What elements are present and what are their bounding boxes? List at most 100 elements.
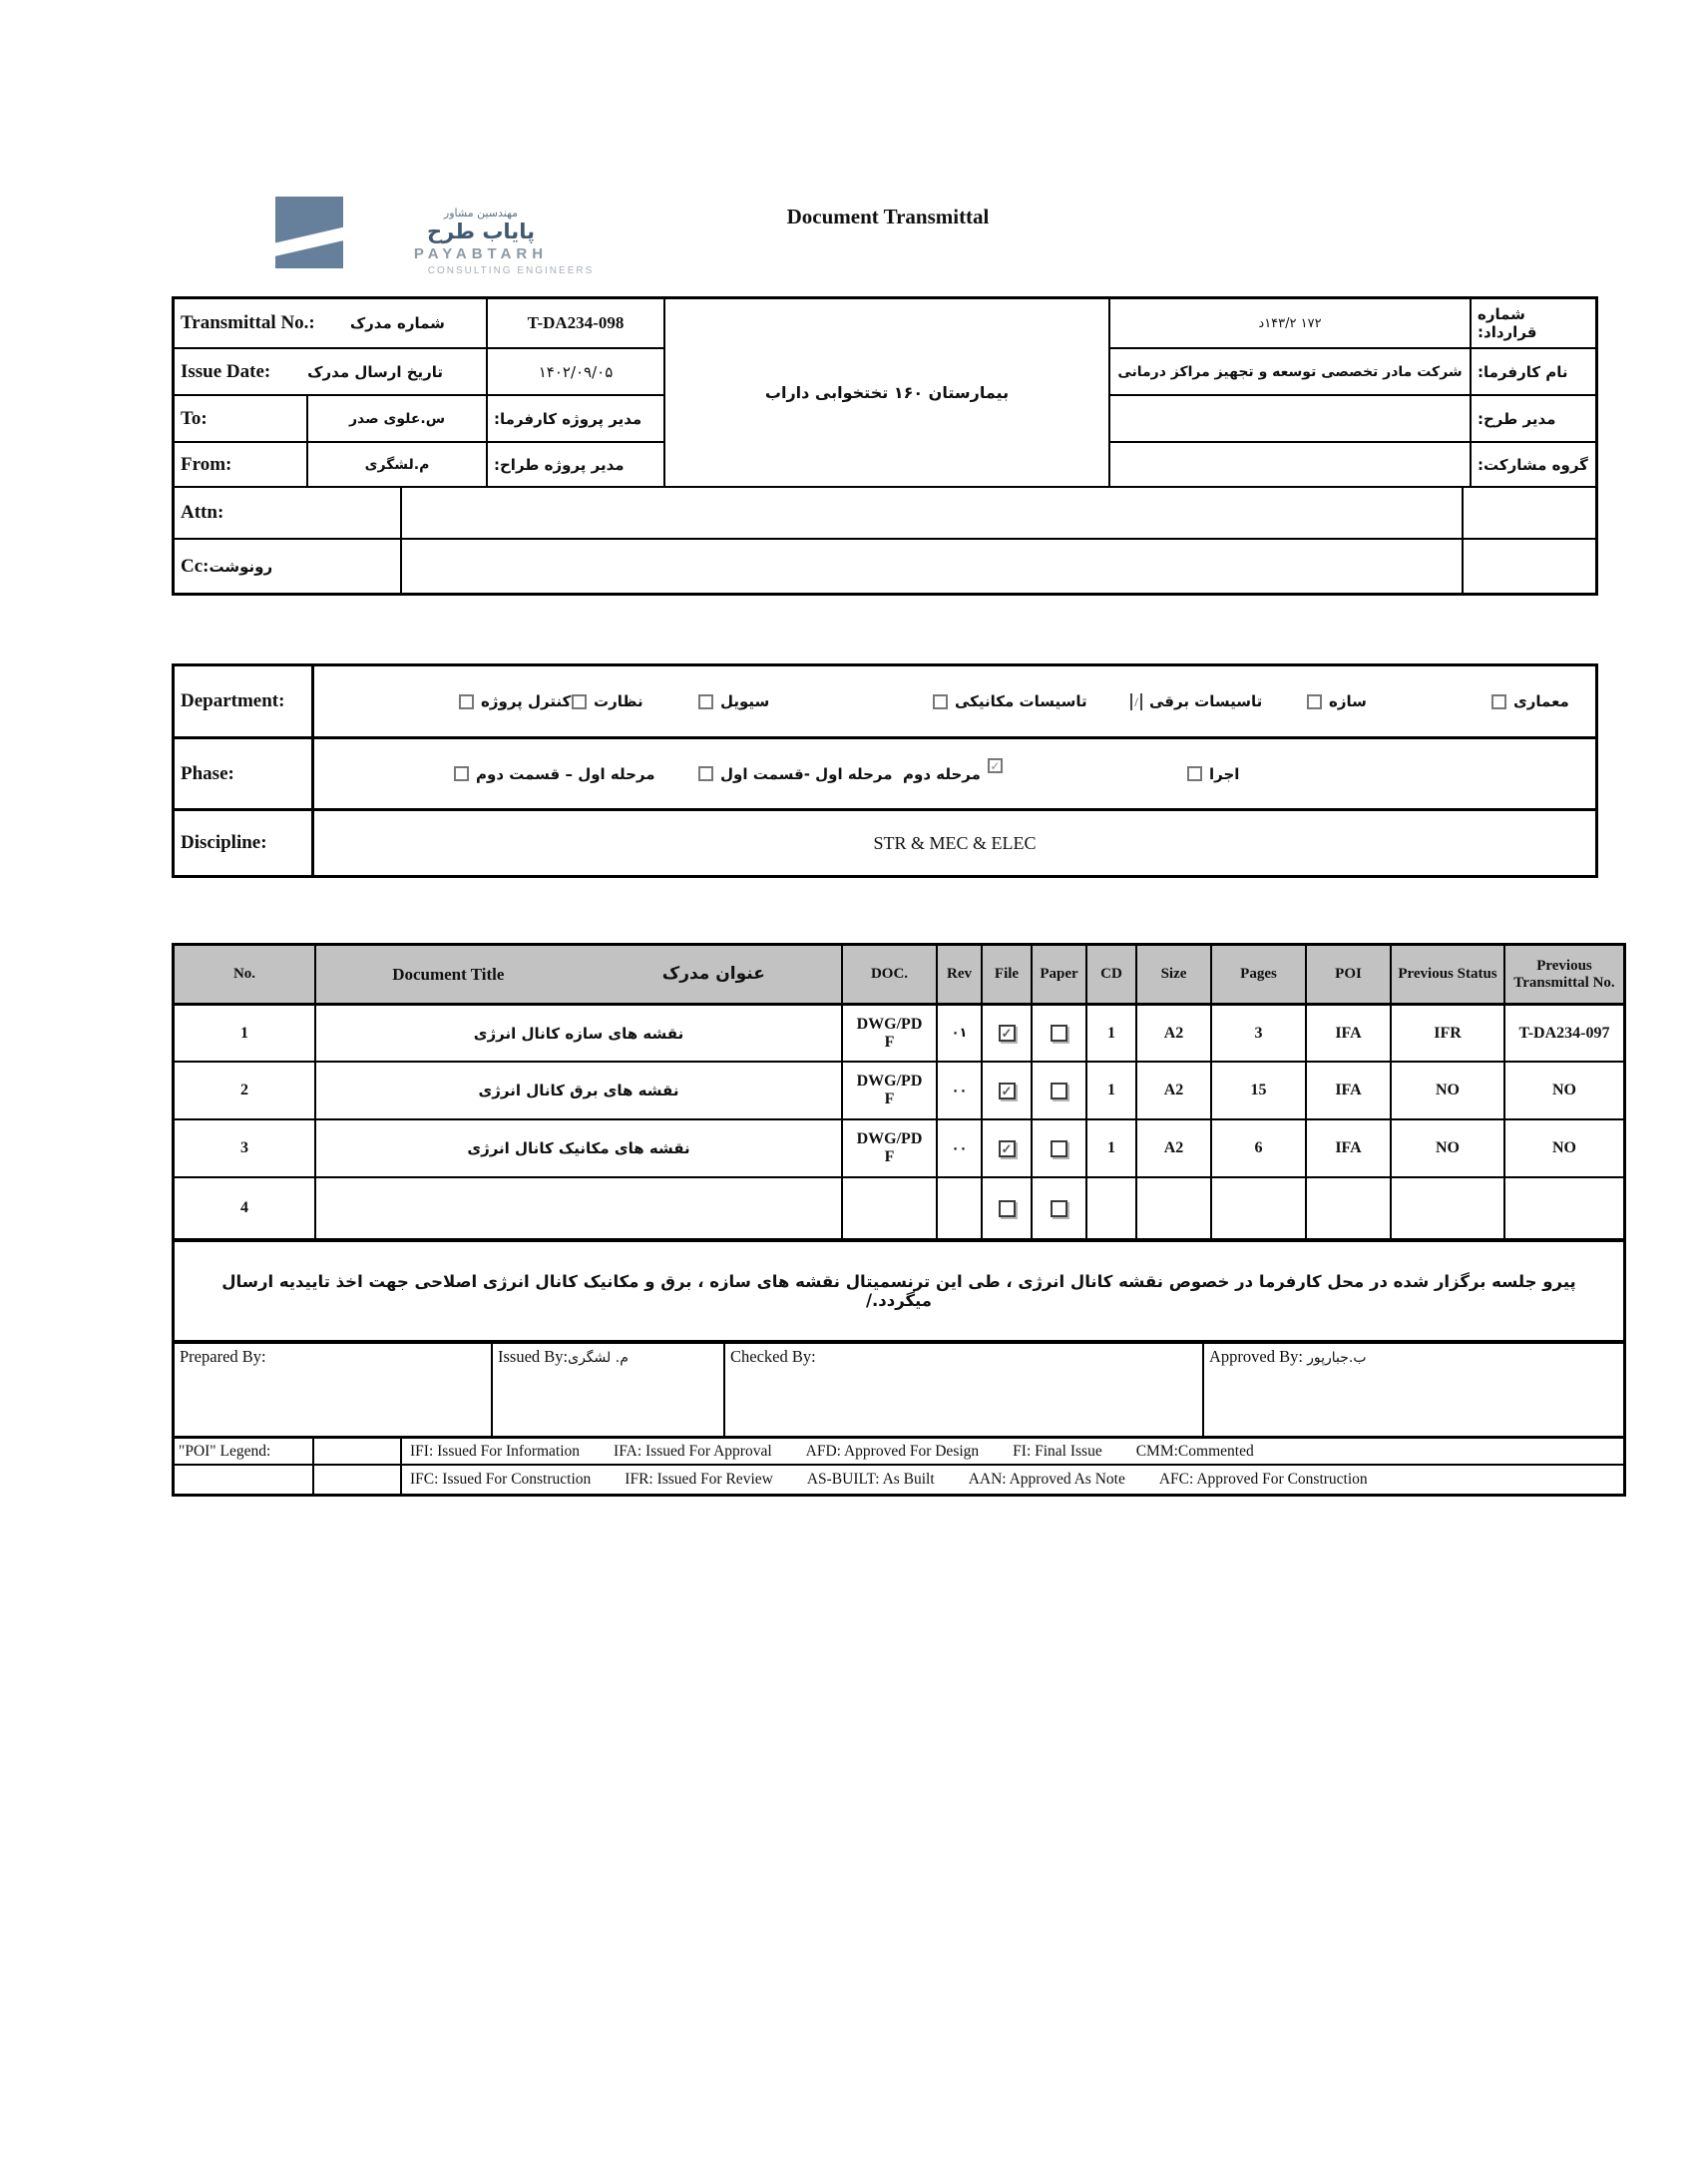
poi-legend-spacer-1 [314,1439,402,1464]
to-label: To: [175,396,308,443]
check-icon: ✓ [1001,1083,1013,1098]
file-checkbox[interactable]: ✓ [998,1025,1016,1042]
note-text: پیرو جلسه برگزار شده در محل کارفرما در خ… [221,1272,1576,1310]
department-label: Department: [175,666,314,739]
client-name-value: شرکت مادر تخصصی توسعه و تجهیز مراکز درما… [1110,349,1472,396]
file-checkbox: ✓ [983,1006,1033,1063]
header-table: Transmittal No.: شماره مدرک T-DA234-098 … [172,296,1598,596]
doc-type-text: DWG/PDF [856,1130,923,1165]
paper-checkbox [1033,1178,1087,1240]
department-checkbox[interactable] [698,693,713,709]
col-header-cd: CD [1087,946,1137,1006]
approved-by-label: Approved By: [1209,1347,1303,1366]
department-checkbox[interactable] [572,693,587,709]
file-checkbox[interactable] [998,1199,1016,1217]
paper-checkbox [1033,1063,1087,1120]
paper-checkbox[interactable] [1051,1082,1067,1099]
phase-option: مرحله دوم ✓ [903,758,1003,783]
phase-checkbox[interactable]: ✓ [987,758,1003,773]
phase-checkbox[interactable] [454,766,469,781]
check-icon: ✓ [1001,1026,1013,1041]
transmittal-no-label-cell: Transmittal No.: شماره مدرک [175,299,488,349]
row-previous-status: NO [1392,1063,1505,1120]
checked-by-cell: Checked By: [725,1344,1204,1436]
poi-legend-entry: IFI: Issued For Information [410,1442,581,1460]
col-header-doc: DOC. [843,946,938,1006]
department-options: کنترل پروژه نظارت سیویل تاسیسات مکانیکی / تاس… [314,666,1595,739]
poi-legend-line-1: IFI: Issued For Information IFA: Issued F… [402,1439,1623,1464]
poi-legend-entry: AS-BUILT: As Built [806,1471,935,1488]
discipline-label: Discipline: [175,811,314,875]
poi-legend-spacer-2 [314,1466,402,1494]
col-header-pages: Pages [1212,946,1307,1006]
row-poi [1307,1178,1392,1240]
partnership-label: گروه مشارکت: [1472,443,1595,488]
department-checkbox[interactable] [1307,693,1322,709]
cc-value [402,540,1464,593]
department-option-label: معماری [1513,692,1569,710]
paper-checkbox [1033,1006,1087,1063]
phase-checkbox[interactable] [698,766,713,781]
row-size: A2 [1137,1120,1212,1178]
row-no: 4 [175,1178,316,1240]
client-name-label: نام کارفرما: [1472,349,1595,396]
poi-legend-row-1: "POI" Legend: IFI: Issued For Informatio… [175,1436,1623,1464]
row-pages [1212,1178,1307,1240]
paper-checkbox[interactable] [1051,1199,1067,1217]
row-doc-type [843,1178,938,1240]
transmittal-no-label-en: Transmittal No.: [181,312,315,333]
phase-option: مرحله اول -قسمت اول [698,765,893,783]
file-checkbox [983,1178,1033,1240]
phase-option-label: مرحله اول – قسمت دوم [476,764,655,783]
logo-swoosh-icon [275,218,343,259]
department-option: سازه [1307,692,1367,710]
row-no: 1 [175,1006,316,1063]
department-checkbox[interactable] [933,693,948,709]
from-value: م.لشگری [308,443,488,488]
department-option: کنترل پروژه [459,692,571,710]
row-title: نقشه های مکانیک کانال انرژی [316,1120,843,1178]
row-title: نقشه های سازه کانال انرژی [316,1006,843,1063]
logo-brand-en: PAYABTARH [413,245,549,262]
col-header-title-fa: عنوان مدرک [661,964,765,984]
issue-date-label-cell: Issue Date: تاریخ ارسال مدرک [175,349,488,396]
row-title: نقشه های برق کانال انرژی [316,1063,843,1120]
poi-legend-entry: FI: Final Issue [1013,1442,1102,1460]
row-previous-transmittal: NO [1505,1063,1623,1120]
slash-mark-icon: / [1134,693,1138,709]
classification-table: Department: کنترل پروژه نظارت سیویل تاسیسات… [172,663,1598,878]
department-option: نظارت [572,692,643,710]
phase-option-label: اجرا [1209,764,1240,783]
phase-options: مرحله اول – قسمت دوم مرحله اول -قسمت اول م… [314,739,1595,811]
check-icon: ✓ [1001,1140,1013,1156]
file-checkbox[interactable]: ✓ [998,1082,1016,1099]
design-pm-label: مدیر پروژه طراح: [488,443,665,488]
phase-checkbox[interactable] [1187,766,1202,781]
paper-checkbox[interactable] [1051,1025,1067,1042]
col-header-previous-status: Previous Status [1392,946,1505,1006]
row-rev: ۰۱ [938,1006,983,1063]
transmittal-no-value: T-DA234-098 [488,299,665,349]
signoff-row: Prepared By: Issued By:م. لشگری Checked … [175,1340,1623,1436]
col-header-rev: Rev [938,946,983,1006]
doc-type-text: DWG/PDF [856,1015,923,1051]
phase-label: Phase: [175,739,314,811]
row-poi: IFA [1307,1120,1392,1178]
row-previous-transmittal: T-DA234-097 [1505,1006,1623,1063]
contract-no-value: د۱۴۳/۲ ۱۷۲ [1110,299,1472,349]
row-previous-status: NO [1392,1120,1505,1178]
poi-legend-row-2: IFC: Issued For Construction IFR: Issued … [175,1464,1623,1494]
row-size: A2 [1137,1006,1212,1063]
electrical-checked-icon[interactable]: / [1130,692,1142,710]
paper-checkbox[interactable] [1051,1139,1067,1157]
department-option-label: سازه [1329,692,1367,710]
phase-option-label: مرحله دوم [903,764,981,783]
prepared-by-label: Prepared By: [180,1347,266,1366]
row-rev: ۰۰ [938,1120,983,1178]
department-checkbox[interactable] [1491,693,1506,709]
row-poi: IFA [1307,1063,1392,1120]
department-checkbox[interactable] [459,693,474,709]
department-option-label: تاسیسات مکانیکی [955,692,1087,710]
poi-legend-label-empty [175,1466,314,1494]
file-checkbox[interactable]: ✓ [998,1139,1016,1157]
